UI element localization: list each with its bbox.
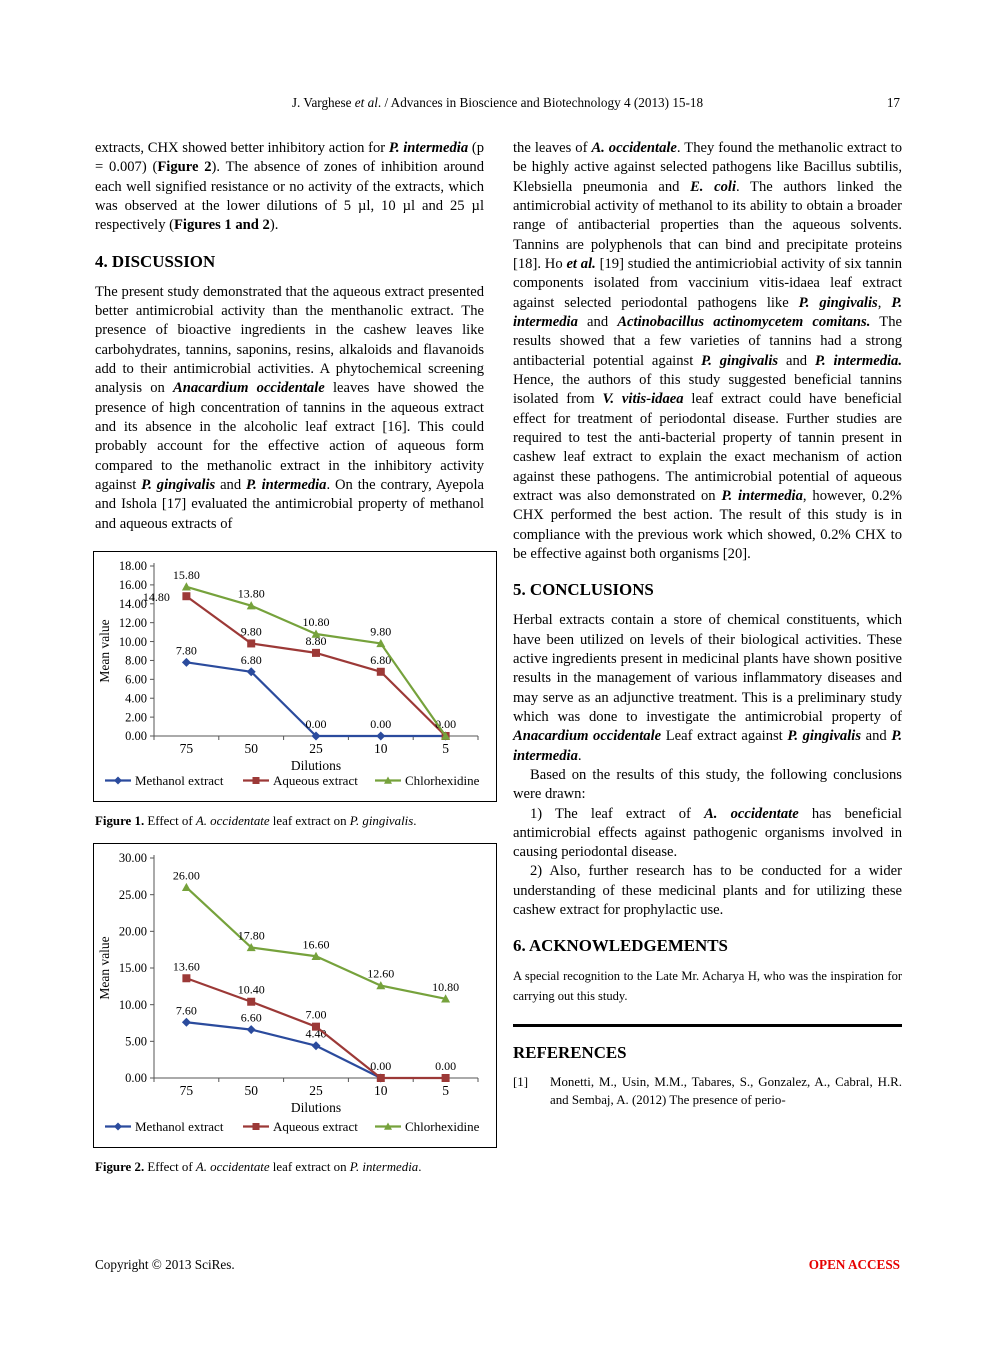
svg-text:Chlorhexidine: Chlorhexidine (405, 773, 480, 788)
svg-text:30.00: 30.00 (119, 851, 147, 865)
svg-text:Aqueous extract: Aqueous extract (273, 1119, 358, 1134)
svg-text:5.00: 5.00 (125, 1034, 147, 1048)
section-heading-acknowledgements: 6. ACKNOWLEDGEMENTS (513, 936, 728, 956)
svg-text:75: 75 (180, 1083, 194, 1098)
svg-text:0.00: 0.00 (125, 729, 147, 743)
body-paragraph: 1) The leaf extract of A. occidentate ha… (513, 805, 902, 861)
svg-text:10.00: 10.00 (119, 998, 147, 1012)
svg-text:Methanol extract: Methanol extract (135, 773, 224, 788)
svg-text:17.80: 17.80 (238, 928, 265, 942)
svg-text:Chlorhexidine: Chlorhexidine (405, 1119, 480, 1134)
svg-text:8.80: 8.80 (306, 634, 327, 648)
svg-text:10.80: 10.80 (303, 615, 330, 629)
body-paragraph: extracts, CHX showed better inhibitory a… (95, 140, 484, 234)
open-access-label: OPEN ACCESS (808, 1257, 900, 1272)
svg-text:20.00: 20.00 (119, 924, 147, 938)
svg-text:9.80: 9.80 (370, 624, 391, 638)
running-head: J. Varghese et al. / Advances in Bioscie… (95, 95, 900, 111)
svg-text:12.60: 12.60 (367, 966, 394, 980)
svg-text:2.00: 2.00 (125, 710, 147, 724)
svg-text:25: 25 (309, 1083, 323, 1098)
svg-text:14.80: 14.80 (143, 590, 170, 604)
section-heading-conclusions: 5. CONCLUSIONS (513, 580, 654, 600)
figure-2: 0.00 5.00 10.00 15.00 20.00 25.00 30.00 75 50 25 1… (93, 842, 497, 1176)
reference-item: [1] Monetti, M., Usin, M.M., Tabares, S.… (513, 1074, 902, 1109)
svg-text:Mean value: Mean value (97, 936, 112, 999)
left-column: extracts, CHX showed better inhibitory a… (93, 139, 497, 1188)
divider-rule (513, 1024, 902, 1028)
svg-text:6.80: 6.80 (370, 653, 391, 667)
svg-text:6.60: 6.60 (241, 1010, 262, 1024)
body-paragraph: Based on the results of this study, the … (513, 766, 902, 803)
svg-text:16.00: 16.00 (119, 578, 147, 592)
svg-text:Dilutions: Dilutions (291, 758, 341, 773)
svg-text:13.80: 13.80 (238, 587, 265, 601)
svg-text:6.00: 6.00 (125, 672, 147, 686)
svg-text:50: 50 (244, 741, 258, 756)
svg-text:5: 5 (442, 1083, 449, 1098)
svg-text:18.00: 18.00 (119, 559, 147, 573)
svg-text:10: 10 (374, 741, 388, 756)
svg-text:50: 50 (244, 1083, 258, 1098)
page-number: 17 (886, 95, 900, 110)
svg-text:0.00: 0.00 (370, 717, 391, 731)
section-heading-discussion: 4. DISCUSSION (95, 251, 216, 271)
copyright-text: Copyright © 2013 SciRes. (95, 1257, 235, 1272)
svg-text:6.80: 6.80 (241, 653, 262, 667)
svg-text:8.00: 8.00 (125, 654, 147, 668)
acknowledgement-text: A special recognition to the Late Mr. Ac… (513, 969, 902, 1003)
figure-2-caption: Figure 2. Effect of A. occidentate leaf … (95, 1159, 422, 1174)
svg-text:0.00: 0.00 (125, 1071, 147, 1085)
figure-1: 0.00 2.00 4.00 6.00 8.00 10.00 12.00 14.00 16.00… (93, 550, 497, 830)
svg-text:Methanol extract: Methanol extract (135, 1119, 224, 1134)
body-paragraph: The present study demonstrated that the … (95, 283, 484, 532)
svg-text:Mean value: Mean value (97, 619, 112, 682)
figure-2-chart: 0.00 5.00 10.00 15.00 20.00 25.00 30.00 75 50 25 1… (93, 842, 497, 1148)
svg-text:0.00: 0.00 (435, 1059, 456, 1073)
svg-text:10.00: 10.00 (119, 635, 147, 649)
body-paragraph: 2) Also, further research has to be cond… (513, 863, 902, 919)
svg-text:7.80: 7.80 (176, 643, 197, 657)
figure-1-chart: 0.00 2.00 4.00 6.00 8.00 10.00 12.00 14.00 16.00… (93, 550, 497, 802)
reference-text: Monetti, M., Usin, M.M., Tabares, S., Go… (550, 1075, 902, 1107)
body-paragraph: the leaves of A. occidentale. They found… (513, 140, 903, 562)
svg-text:25: 25 (309, 741, 323, 756)
svg-text:10.80: 10.80 (432, 979, 459, 993)
page-footer: Copyright © 2013 SciRes. OPEN ACCESS (95, 1257, 900, 1273)
svg-text:25.00: 25.00 (119, 888, 147, 902)
svg-text:10.40: 10.40 (238, 982, 265, 996)
svg-text:12.00: 12.00 (119, 616, 147, 630)
svg-text:0.00: 0.00 (306, 717, 327, 731)
svg-text:0.00: 0.00 (370, 1059, 391, 1073)
svg-text:4.00: 4.00 (125, 691, 147, 705)
svg-text:10: 10 (374, 1083, 388, 1098)
svg-text:7.00: 7.00 (306, 1007, 327, 1021)
svg-text:26.00: 26.00 (173, 868, 200, 882)
reference-number: [1] (513, 1075, 529, 1090)
running-title: J. Varghese et al. / Advances in Bioscie… (291, 95, 704, 110)
svg-text:75: 75 (180, 741, 194, 756)
svg-text:7.60: 7.60 (176, 1003, 197, 1017)
svg-text:9.80: 9.80 (241, 624, 262, 638)
figure-1-caption: Figure 1. Effect of A. occidentate leaf … (95, 813, 417, 828)
right-column: the leaves of A. occidentale. They found… (513, 139, 902, 1188)
svg-text:15.00: 15.00 (119, 961, 147, 975)
svg-text:13.60: 13.60 (173, 959, 200, 973)
svg-text:Dilutions: Dilutions (291, 1100, 341, 1115)
body-paragraph: Herbal extracts contain a store of chemi… (513, 612, 903, 764)
svg-text:15.80: 15.80 (173, 568, 200, 582)
section-heading-references: REFERENCES (513, 1043, 627, 1063)
svg-text:16.60: 16.60 (303, 937, 330, 951)
svg-text:Aqueous extract: Aqueous extract (273, 773, 358, 788)
svg-text:5: 5 (442, 741, 449, 756)
two-column-content: extracts, CHX showed better inhibitory a… (93, 139, 902, 1188)
svg-text:14.00: 14.00 (119, 597, 147, 611)
